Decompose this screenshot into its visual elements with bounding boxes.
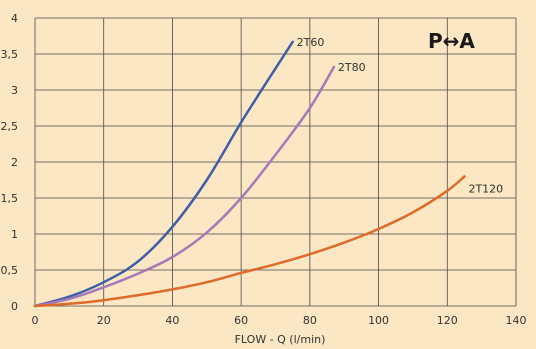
y-tick-label: 0,5 [1, 264, 19, 277]
x-tick-label: 100 [368, 314, 389, 327]
x-axis-ticks: 0 20 40 60 80 100 120 140 [32, 314, 527, 327]
y-tick-label: 4 [11, 12, 18, 25]
y-tick-label: 2,5 [1, 120, 19, 133]
x-tick-label: 60 [234, 314, 248, 327]
y-tick-label: 0 [11, 300, 18, 313]
x-tick-label: 20 [97, 314, 111, 327]
series-label: 2T120 [468, 182, 503, 195]
y-tick-label: 1,5 [1, 192, 19, 205]
series-label: 2T60 [297, 36, 325, 49]
y-tick-label: 2 [11, 156, 18, 169]
y-tick-label: 3 [11, 84, 18, 97]
x-tick-label: 120 [437, 314, 458, 327]
x-tick-label: 40 [165, 314, 179, 327]
y-tick-label: 3,5 [1, 48, 19, 61]
x-tick-label: 140 [506, 314, 527, 327]
y-tick-label: 1 [11, 228, 18, 241]
series-label: 2T80 [338, 61, 366, 74]
annotation-text: P↔A [428, 29, 475, 53]
x-tick-label: 80 [303, 314, 317, 327]
direction-annotation: P↔A [428, 29, 475, 53]
y-axis-ticks: 0 0,5 1 1,5 2 2,5 3 3,5 4 [1, 12, 19, 313]
x-tick-label: 0 [32, 314, 39, 327]
x-axis-title: FLOW - Q (l/min) [235, 333, 326, 346]
